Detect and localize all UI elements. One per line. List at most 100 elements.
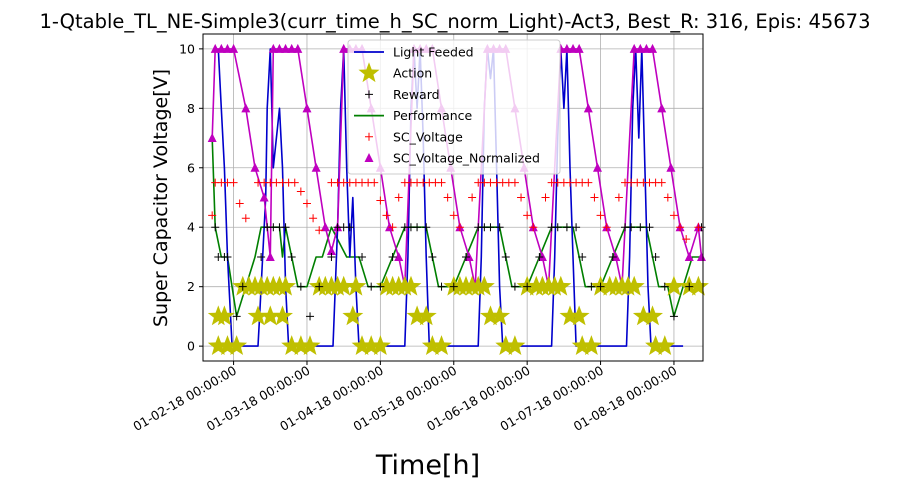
data-point [213,305,235,326]
data-point [302,199,311,208]
data-point [421,335,443,355]
data-point [259,305,281,326]
legend-item-light-feeded: Light Feeded [354,45,474,60]
y-tick-label: 6 [187,160,195,175]
data-point [580,335,602,355]
data-point [541,193,550,202]
data-point [629,43,639,53]
data-point [614,193,623,202]
data-point [360,335,382,355]
data-point [578,252,587,261]
data-point [632,305,654,326]
legend-swatch [364,153,374,162]
data-point [455,223,464,232]
legend-label: Performance [393,108,473,123]
data-point [669,211,678,220]
data-point [574,43,584,53]
data-point [645,335,667,355]
series-sc-voltage [208,178,703,244]
data-point [654,335,676,355]
legend-label: Light Feeded [393,45,474,60]
legend-item-performance: Performance [354,108,473,123]
data-point [473,275,495,296]
legend-item-sc-voltage: SC_Voltage [365,129,463,144]
data-point [207,335,229,355]
data-point [431,335,452,355]
y-tick-label: 2 [187,279,195,294]
data-point [688,275,709,296]
legend-swatch [365,132,373,141]
data-point [211,223,220,232]
data-point [684,251,694,261]
legend-swatch [358,62,380,83]
data-point [651,252,660,261]
data-point [216,43,226,53]
plot-frame [202,33,704,362]
data-point [394,193,403,202]
data-point [422,223,431,232]
data-point [437,178,446,187]
data-point [486,223,495,232]
data-point [296,187,305,196]
data-point [296,282,305,291]
data-point [495,223,504,232]
data-point [290,335,312,355]
data-point [571,335,593,355]
data-point [299,335,321,355]
y-tick-label: 0 [187,339,195,354]
y-tick-label: 8 [187,101,195,116]
data-point [333,275,355,296]
data-point [281,335,303,355]
data-point [290,178,299,187]
data-point [306,312,315,321]
data-point [461,252,470,261]
data-point [358,252,367,261]
data-point [572,223,581,232]
data-point [523,211,532,220]
data-point [642,305,663,326]
data-point [268,43,278,53]
legend-label: Action [393,66,432,81]
data-point [443,193,452,202]
data-point [367,282,376,291]
data-point [415,305,437,326]
data-point [510,178,519,187]
data-point [535,252,544,261]
data-point [587,282,596,291]
data-point [207,133,217,143]
data-point [663,275,685,296]
y-ticks: 0 2 4 6 8 10 [179,41,203,354]
data-point [311,162,321,172]
chart-title: 1-Qtable_TL_NE-Simple3(curr_time_h_SC_no… [40,10,871,33]
data-point [400,275,422,296]
data-point [694,223,703,232]
data-point [232,312,241,321]
data-point [370,178,379,187]
data-point [275,275,296,296]
data-point [413,223,422,232]
data-point [428,252,437,261]
data-point [584,178,593,187]
data-point [388,252,397,261]
data-point [657,178,666,187]
data-point [657,103,667,113]
data-point [247,305,269,326]
legend-swatch [365,90,373,99]
x-axis-label: Time[h] [375,450,480,481]
data-point [281,43,291,53]
data-point [320,222,330,232]
data-point [608,252,617,261]
data-point [241,214,250,223]
data-point [376,282,385,291]
data-point [369,335,391,355]
data-point [663,193,672,202]
data-point [648,43,658,53]
data-point [660,282,669,291]
data-point [315,226,324,235]
data-point [517,193,526,202]
data-point [669,312,678,321]
data-point [351,335,373,355]
data-point [553,223,562,232]
data-point [623,275,645,296]
